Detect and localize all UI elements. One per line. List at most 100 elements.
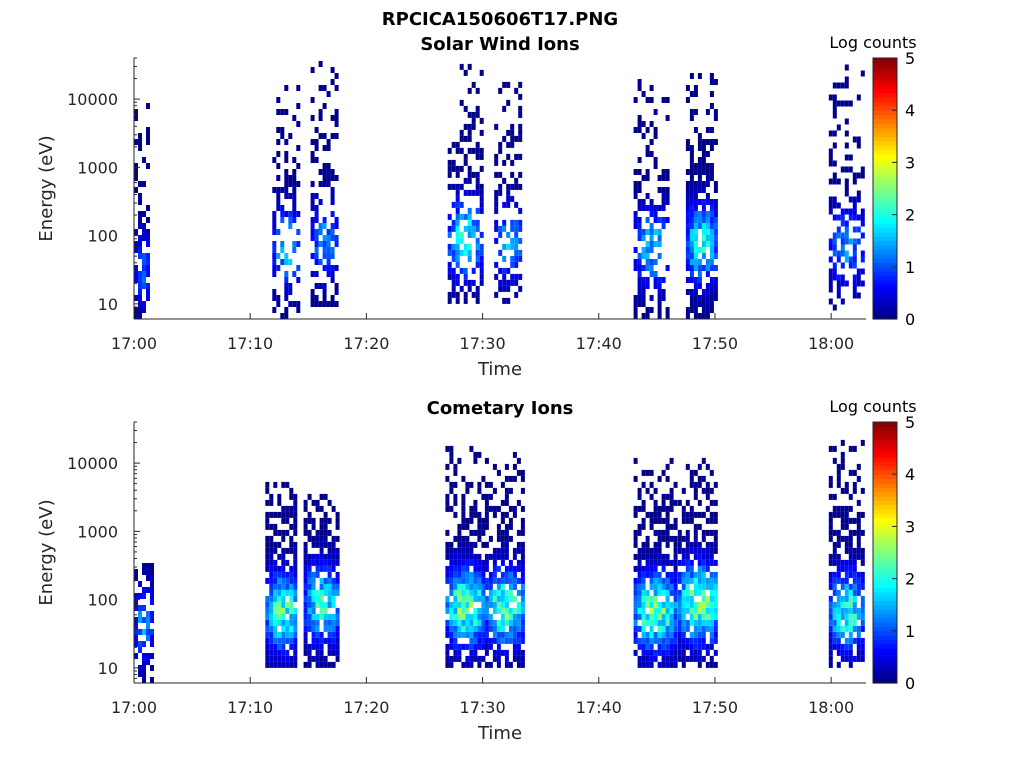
heat-cell bbox=[852, 178, 857, 185]
heat-cell bbox=[633, 619, 638, 626]
heat-cell bbox=[641, 637, 646, 644]
heat-cell bbox=[697, 523, 702, 530]
heat-cell bbox=[844, 208, 849, 215]
heat-cell bbox=[828, 637, 833, 644]
heat-cell bbox=[334, 301, 339, 307]
heat-cell bbox=[689, 637, 694, 644]
heat-cell bbox=[281, 619, 286, 626]
colorbar-segment bbox=[873, 461, 897, 467]
heat-cell bbox=[508, 631, 513, 638]
heat-cell bbox=[685, 85, 690, 91]
heat-cell bbox=[445, 529, 450, 536]
heat-cell bbox=[848, 613, 853, 620]
heat-cell bbox=[665, 601, 670, 608]
heat-cell bbox=[323, 583, 328, 590]
heat-cell bbox=[473, 619, 478, 626]
heat-cell bbox=[697, 223, 702, 229]
heat-cell bbox=[681, 553, 686, 560]
heat-cell bbox=[296, 241, 301, 247]
heat-cell bbox=[445, 553, 450, 560]
heat-cell bbox=[856, 625, 861, 632]
colorbar-segment bbox=[873, 439, 897, 445]
heat-cell bbox=[455, 141, 460, 148]
heat-cell bbox=[832, 607, 837, 614]
y-tick-label: 1000 bbox=[77, 522, 118, 541]
heat-cell bbox=[840, 232, 845, 239]
heat-cell bbox=[637, 583, 642, 590]
heat-cell bbox=[322, 175, 327, 181]
heat-cell bbox=[323, 535, 328, 542]
heat-cell bbox=[331, 577, 336, 584]
heat-cell bbox=[469, 589, 474, 596]
heat-cell bbox=[705, 289, 710, 295]
heat-cell bbox=[453, 625, 458, 632]
colorbar-segment bbox=[873, 609, 897, 614]
heat-cell bbox=[665, 265, 670, 271]
heat-cell bbox=[637, 181, 642, 187]
heat-cell bbox=[293, 553, 298, 560]
heat-cell bbox=[453, 553, 458, 560]
heat-cell bbox=[657, 175, 662, 181]
heat-cell bbox=[277, 607, 282, 614]
heat-cell bbox=[334, 217, 339, 223]
heat-cell bbox=[713, 229, 718, 235]
heat-cell bbox=[520, 655, 525, 662]
heat-cell bbox=[488, 571, 493, 578]
heat-cell bbox=[705, 313, 710, 319]
heat-cell bbox=[705, 181, 710, 187]
heat-cell bbox=[496, 577, 501, 584]
heat-cell bbox=[311, 589, 316, 596]
heat-cell bbox=[828, 529, 833, 536]
heat-cell bbox=[832, 196, 837, 203]
heat-cell bbox=[273, 583, 278, 590]
heat-cell bbox=[701, 181, 706, 187]
heat-cell bbox=[844, 100, 849, 107]
heat-cell bbox=[334, 73, 339, 79]
heat-cell bbox=[502, 201, 507, 208]
heat-cell bbox=[142, 235, 146, 241]
heat-cell bbox=[860, 70, 865, 77]
heat-cell bbox=[677, 649, 682, 656]
heat-cell bbox=[508, 619, 513, 626]
heat-cell bbox=[685, 541, 690, 548]
heat-cell bbox=[661, 601, 666, 608]
heat-cell bbox=[637, 217, 642, 223]
heat-cell bbox=[504, 637, 509, 644]
heat-cell bbox=[840, 220, 845, 227]
heat-cell bbox=[633, 127, 638, 133]
heat-cell bbox=[661, 535, 666, 542]
heat-cell bbox=[832, 643, 837, 650]
heat-cell bbox=[146, 103, 150, 109]
heat-cell bbox=[860, 439, 865, 446]
heat-cell bbox=[318, 259, 323, 265]
heat-cell bbox=[836, 469, 841, 476]
heat-cell bbox=[475, 219, 480, 226]
colorbar-segment bbox=[873, 556, 897, 562]
heat-cell bbox=[705, 625, 710, 632]
heat-cell bbox=[445, 661, 450, 668]
heat-cell bbox=[293, 661, 298, 668]
colorbar-segment bbox=[873, 179, 897, 185]
heat-cell bbox=[641, 661, 646, 668]
heat-cell bbox=[500, 553, 505, 560]
heat-cell bbox=[303, 553, 308, 560]
colorbar-segment bbox=[873, 58, 897, 63]
heat-cell bbox=[713, 181, 718, 187]
heat-cell bbox=[453, 631, 458, 638]
heat-cell bbox=[681, 631, 686, 638]
heat-cell bbox=[685, 145, 690, 151]
heat-cell bbox=[860, 595, 865, 602]
heat-cell bbox=[701, 313, 706, 319]
heat-cell bbox=[681, 577, 686, 584]
heat-cell bbox=[852, 577, 857, 584]
heat-cell bbox=[641, 229, 646, 235]
heat-cell bbox=[269, 649, 274, 656]
heat-cell bbox=[500, 541, 505, 548]
heat-cell bbox=[661, 529, 666, 536]
heat-cell bbox=[469, 643, 474, 650]
heat-cell bbox=[330, 79, 335, 85]
heat-cell bbox=[492, 607, 497, 614]
heat-cell bbox=[488, 601, 493, 608]
heat-cell bbox=[709, 145, 714, 151]
heat-cell bbox=[661, 217, 666, 223]
